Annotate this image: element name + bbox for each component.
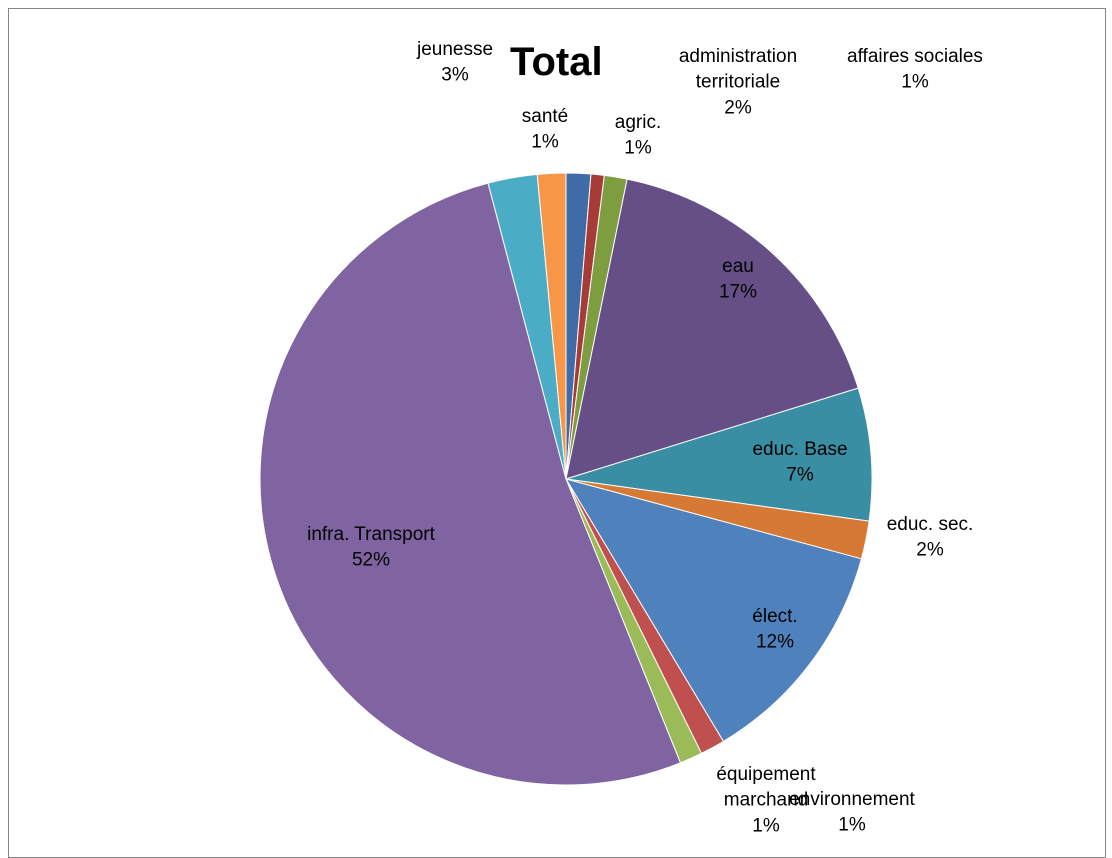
slice-label-sante: santé 1%	[522, 106, 568, 153]
slice-label-educ-base: educ. Base 7%	[752, 439, 847, 486]
slice-label-agric: agric. 1%	[615, 112, 661, 159]
slice-label-eau: eau 17%	[719, 256, 757, 303]
chart-title: Total	[510, 40, 603, 84]
pie-slice-infra-transport	[259, 182, 682, 786]
slice-label-infra-transport: infra. Transport 52%	[307, 524, 435, 571]
slice-label-educ-sec: educ. sec. 2%	[887, 514, 974, 561]
slice-label-jeunesse: jeunesse 3%	[416, 39, 493, 86]
pie-slice-sante	[536, 172, 567, 480]
pie-slices	[259, 172, 873, 786]
slice-label-equipement-marchand: équipement marchand 1%	[716, 764, 816, 836]
slice-label-affaires-sociales: affaires sociales 1%	[847, 46, 983, 93]
slice-label-environnement: environnement 1%	[789, 789, 915, 836]
pie-slice-educ-base	[565, 387, 873, 522]
pie-labels: affaires sociales 1% administration territo…	[307, 39, 983, 836]
pie-slice-eau	[565, 178, 859, 480]
slice-label-elect: élect. 12%	[752, 606, 797, 653]
pie-slice-elect	[564, 478, 863, 743]
slice-label-administration-territoriale: administration territoriale 2%	[679, 46, 797, 118]
